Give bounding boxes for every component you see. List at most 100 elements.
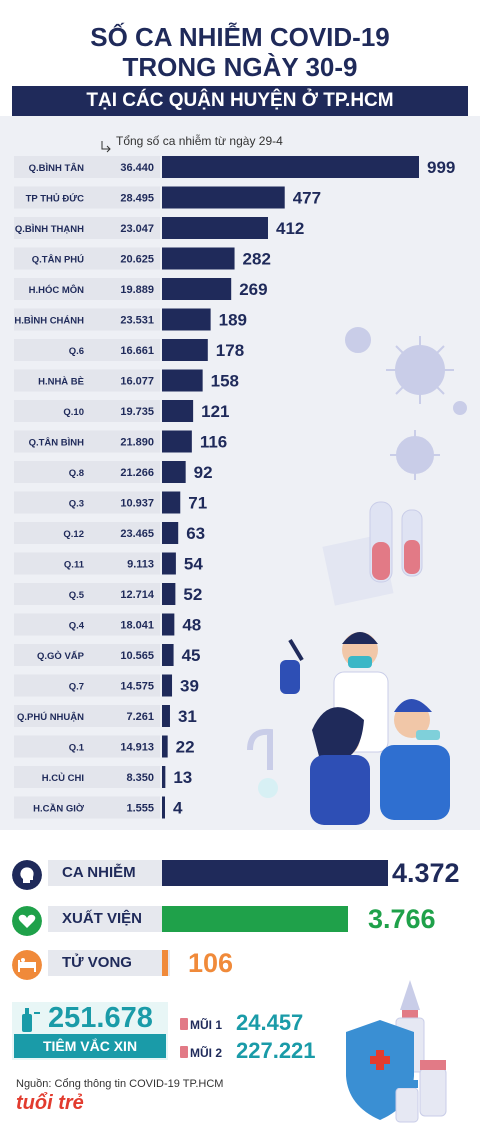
district-bar	[162, 735, 168, 758]
district-label-box	[14, 308, 160, 331]
district-value: 269	[239, 280, 267, 299]
district-value: 52	[183, 585, 202, 604]
district-value: 121	[201, 402, 229, 421]
district-label-box	[14, 247, 160, 270]
virus-illustration	[345, 327, 467, 480]
district-value: 48	[182, 616, 201, 635]
test-tube-illustration	[322, 501, 423, 606]
recovered-value: 3.766	[368, 904, 436, 934]
district-value: 282	[243, 250, 271, 269]
district-bar	[162, 278, 232, 300]
district-name: Q.1	[69, 743, 85, 754]
district-bar	[162, 308, 211, 331]
district-value: 54	[184, 555, 203, 574]
vial-icon	[180, 1046, 188, 1058]
infected-bar	[162, 860, 388, 886]
district-name: Q.8	[69, 468, 84, 479]
district-label-box	[14, 430, 160, 453]
district-label-box	[14, 491, 160, 514]
recovered-bar	[162, 906, 348, 932]
deaths-label: TỬ VONG	[48, 950, 170, 976]
district-label-box	[14, 186, 160, 209]
dose2-label: MŨI 2	[190, 1046, 223, 1060]
district-name: Q.TÂN PHÚ	[32, 254, 84, 266]
summary-infected: CA NHIỄM 4.372	[12, 858, 468, 890]
syringe-icon	[22, 1008, 40, 1032]
district-total: 9.113	[127, 559, 154, 571]
district-value: 158	[211, 372, 239, 391]
district-name: TP THỦ ĐỨC	[26, 193, 85, 205]
district-label-box	[14, 400, 160, 422]
source-note: Nguồn: Cổng thông tin COVID-19 TP.HCM	[16, 1078, 224, 1090]
district-label-box	[14, 522, 160, 544]
page-title-line1: SỐ CA NHIỄM COVID-19	[90, 22, 390, 52]
district-total: 21.890	[120, 437, 154, 449]
district-name: Q.10	[63, 407, 84, 418]
district-value: 999	[427, 158, 455, 177]
district-bar	[162, 247, 235, 270]
district-bar	[162, 430, 192, 453]
district-total: 21.266	[120, 467, 154, 479]
district-name: Q.BÌNH THẠNH	[15, 224, 84, 235]
district-label-box	[14, 766, 160, 788]
district-value: 178	[216, 341, 244, 360]
note-arrow-icon	[101, 141, 111, 153]
district-value: 477	[293, 189, 321, 208]
district-total: 19.889	[120, 284, 154, 296]
district-total: 12.714	[120, 589, 155, 601]
district-total: 8.350	[126, 772, 154, 784]
district-name: Q.BÌNH TÂN	[29, 162, 85, 174]
dose1-label: MŨI 1	[190, 1018, 223, 1032]
district-bar	[162, 339, 208, 361]
district-total: 16.661	[120, 345, 154, 357]
person-head-icon	[12, 860, 42, 890]
district-bar	[162, 186, 285, 209]
district-bar	[162, 491, 181, 514]
district-total: 14.575	[120, 681, 154, 693]
district-total: 18.041	[120, 620, 154, 632]
district-label-box	[14, 369, 160, 392]
district-total: 23.531	[120, 315, 154, 327]
page-title-line2: TRONG NGÀY 30-9	[122, 52, 358, 82]
district-name: H.CỦ CHI	[42, 772, 84, 784]
deaths-value: 106	[188, 948, 234, 978]
district-label-box	[14, 461, 160, 483]
district-bar	[162, 217, 268, 239]
district-bar	[162, 522, 179, 544]
district-total: 20.625	[120, 254, 154, 266]
district-bar	[162, 796, 165, 819]
district-name: Q.11	[64, 560, 85, 571]
district-label-box	[14, 613, 160, 636]
district-value: 116	[200, 433, 227, 452]
shield-vaccine-illustration	[346, 980, 447, 1123]
vaccine-label: TIÊM VẮC XIN	[14, 1034, 166, 1058]
district-total: 10.937	[120, 498, 154, 510]
district-bar	[162, 369, 203, 392]
district-bar	[162, 583, 176, 605]
district-label-box	[14, 552, 160, 575]
district-total: 23.047	[120, 223, 154, 235]
district-label-box	[14, 339, 160, 361]
district-name: Q.TÂN BÌNH	[29, 437, 85, 449]
district-label-box	[14, 735, 160, 758]
district-name: Q.7	[69, 682, 84, 693]
district-value: 189	[219, 311, 247, 330]
people-vaccination-illustration	[247, 632, 450, 825]
district-name: Q.6	[69, 346, 84, 357]
district-value: 71	[188, 494, 207, 513]
district-name: Q.PHÚ NHUẬN	[17, 711, 84, 723]
district-bar	[162, 705, 170, 727]
chart-note: Tổng số ca nhiễm từ ngày 29-4	[116, 134, 283, 148]
district-label-box	[14, 583, 160, 605]
district-value: 63	[186, 524, 205, 543]
district-name: Q.12	[63, 529, 84, 540]
dose1-value: 24.457	[236, 1010, 304, 1035]
district-value: 22	[176, 738, 195, 757]
district-name: Q.5	[69, 590, 85, 601]
district-bar	[162, 552, 176, 575]
district-bar	[162, 156, 419, 178]
district-name: H.CẦN GIỜ	[33, 803, 85, 815]
district-name: H.BÌNH CHÁNH	[14, 316, 84, 327]
district-value: 412	[276, 219, 304, 238]
vaccine-total: 251.678	[48, 1002, 153, 1034]
